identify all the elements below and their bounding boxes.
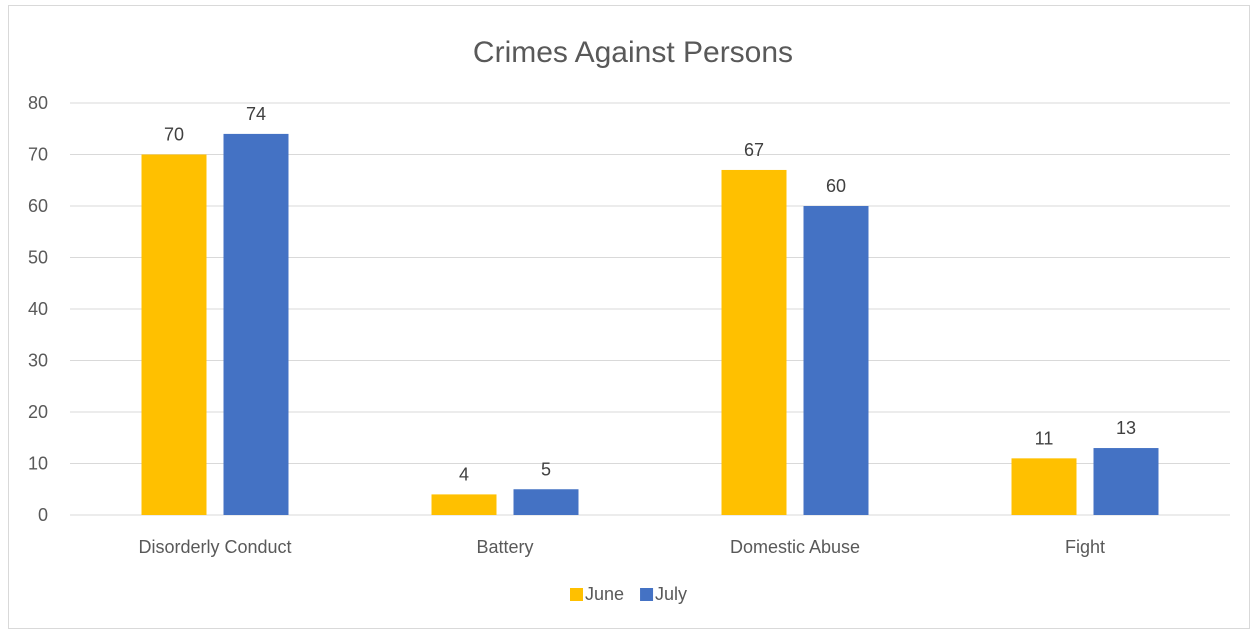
- y-tick-label: 0: [38, 505, 48, 525]
- data-label: 11: [1035, 428, 1054, 448]
- y-tick-label: 50: [28, 248, 48, 268]
- data-label: 13: [1116, 418, 1136, 438]
- bar-july-disorderly-conduct: [223, 133, 289, 515]
- bars: [141, 133, 1159, 515]
- x-axis-ticks: Disorderly Conduct Battery Domestic Abuse F…: [138, 537, 1105, 557]
- x-tick-label: Disorderly Conduct: [138, 537, 291, 557]
- bar-july-domestic-abuse: [803, 206, 869, 515]
- x-tick-label: Domestic Abuse: [730, 537, 860, 557]
- chart-frame: [8, 5, 1250, 629]
- data-labels: 70 74 4 5 67 60 11 13: [164, 104, 1136, 484]
- y-axis-ticks: 0 10 20 30 40 50 60 70 80: [28, 93, 48, 525]
- legend-label-june: June: [585, 584, 624, 604]
- bar-june-battery: [431, 494, 497, 515]
- y-tick-label: 40: [28, 299, 48, 319]
- data-label: 60: [826, 176, 846, 196]
- y-tick-label: 20: [28, 402, 48, 422]
- data-label: 74: [246, 104, 266, 124]
- data-label: 5: [541, 459, 551, 479]
- legend: June July: [570, 584, 687, 604]
- chart-title: Crimes Against Persons: [473, 36, 793, 69]
- x-tick-label: Battery: [476, 537, 533, 557]
- bar-july-battery: [513, 489, 579, 515]
- data-label: 70: [164, 125, 184, 145]
- legend-swatch-june: [570, 588, 583, 601]
- bar-july-fight: [1093, 448, 1159, 515]
- bar-june-domestic-abuse: [721, 169, 787, 515]
- bar-june-fight: [1011, 458, 1077, 515]
- y-tick-label: 30: [28, 351, 48, 371]
- x-tick-label: Fight: [1065, 537, 1105, 557]
- data-label: 4: [459, 464, 469, 484]
- y-tick-label: 70: [28, 145, 48, 165]
- legend-swatch-july: [640, 588, 654, 601]
- y-tick-label: 80: [28, 93, 48, 113]
- legend-label-july: July: [655, 584, 687, 604]
- y-tick-label: 60: [28, 196, 48, 216]
- data-label: 67: [744, 140, 764, 160]
- y-tick-label: 10: [28, 454, 48, 474]
- bar-june-disorderly-conduct: [141, 154, 207, 515]
